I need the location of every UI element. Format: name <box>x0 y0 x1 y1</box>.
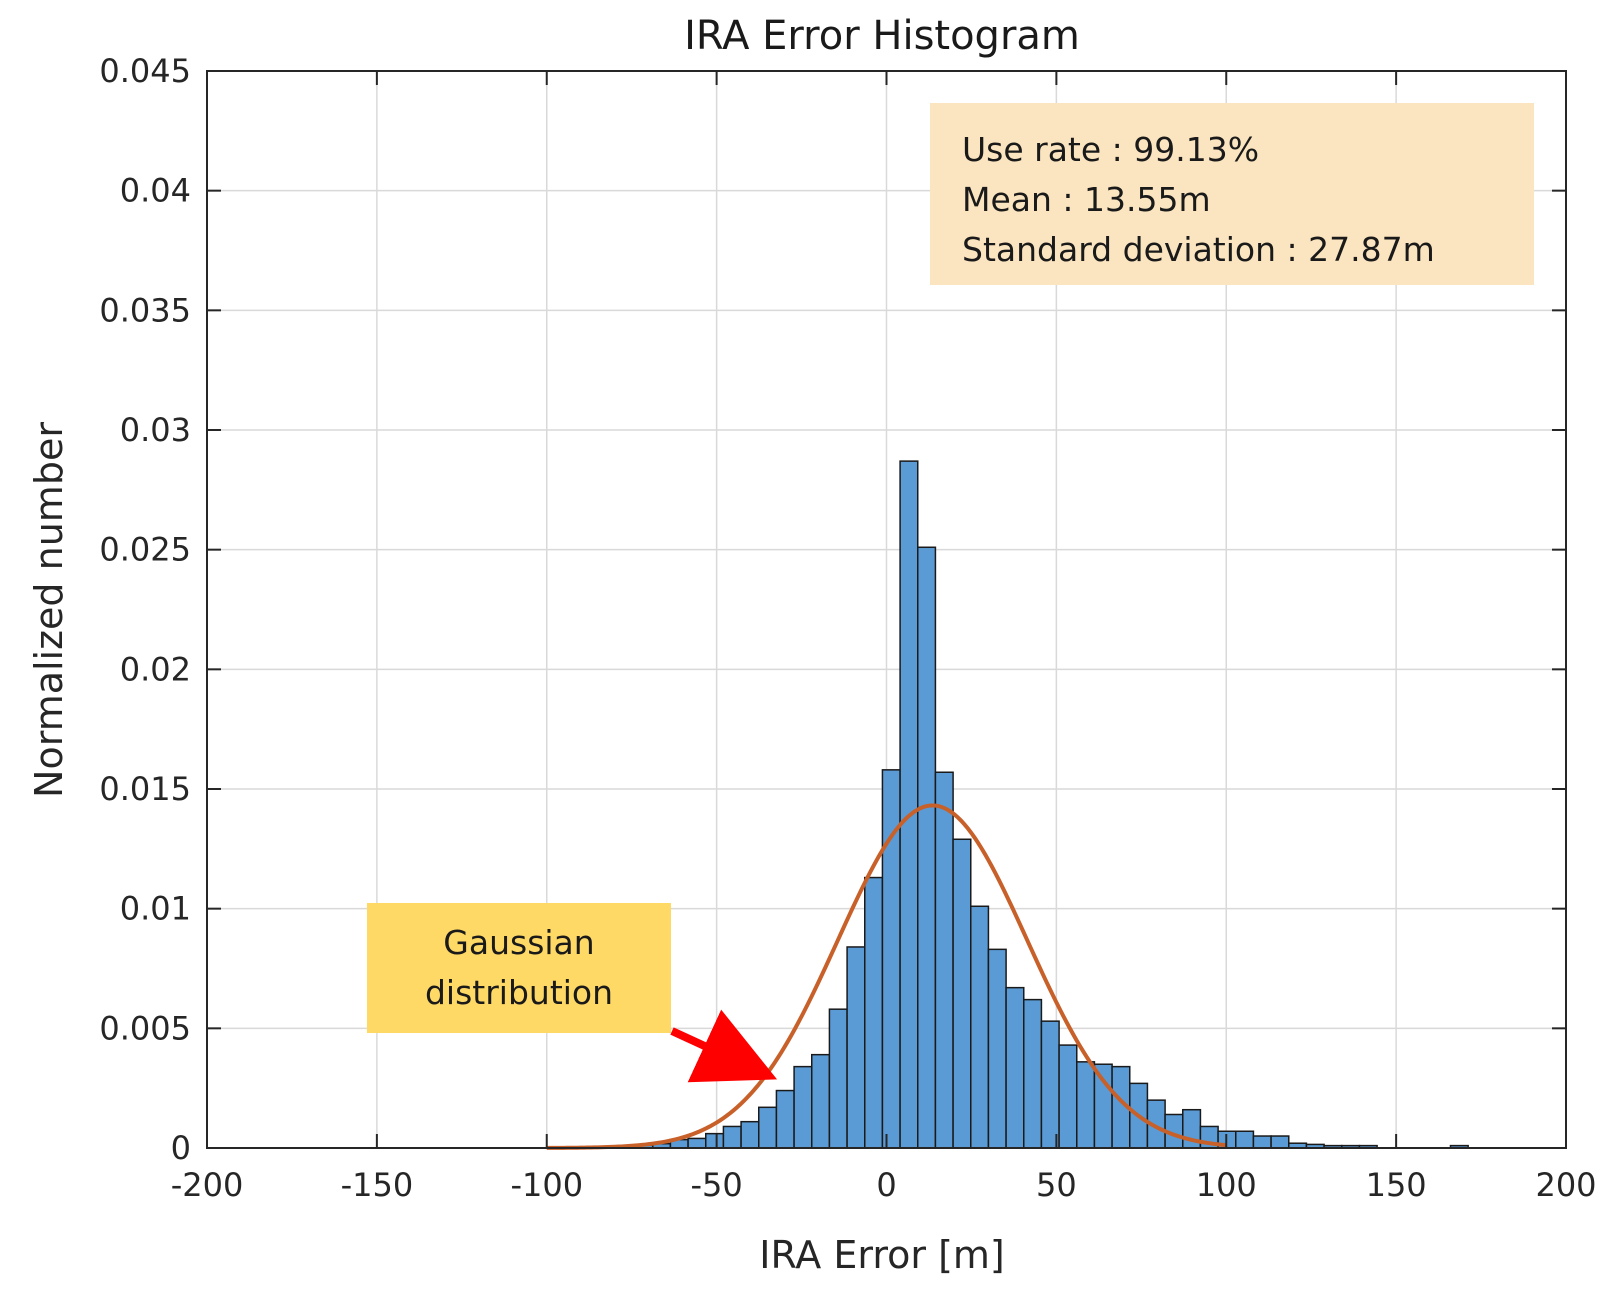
histogram-bar <box>864 876 884 1149</box>
stats-use-rate: Use rate : 99.13% <box>962 130 1260 169</box>
y-tick-label: 0.005 <box>99 1009 191 1047</box>
y-tick-label: 0.045 <box>99 52 191 90</box>
x-tick-label: -150 <box>341 1166 414 1204</box>
histogram-bar <box>934 771 954 1149</box>
histogram-bar <box>1235 1130 1255 1149</box>
x-tick-label: -100 <box>510 1166 583 1204</box>
x-tick-label: 0 <box>876 1166 896 1204</box>
histogram-bar <box>687 1137 707 1149</box>
x-tick-label: 50 <box>1036 1166 1077 1204</box>
gaussian-curve <box>546 803 1227 1150</box>
gaussian-label-line2: distribution <box>424 973 614 1012</box>
x-tick-label: 100 <box>1196 1166 1257 1204</box>
y-tick-label: 0.025 <box>99 531 191 569</box>
histogram-bar <box>1005 986 1025 1149</box>
y-axis-label: Normalized number <box>27 422 71 798</box>
histogram-bar <box>846 946 866 1149</box>
histogram-bar <box>987 948 1007 1149</box>
histogram-bar <box>917 546 937 1149</box>
x-tick-label: -200 <box>171 1166 244 1204</box>
histogram-bar <box>952 838 972 1149</box>
x-axis-label: IRA Error [m] <box>759 1233 1005 1277</box>
y-tick-labels: 0 0.005 0.01 0.015 0.02 0.025 0.03 0.035 0.04 0.0… <box>99 52 191 1167</box>
y-tick-label: 0.04 <box>120 172 191 210</box>
histogram-bar <box>793 1065 813 1149</box>
histogram-bar <box>722 1125 742 1149</box>
histogram-bar <box>1252 1135 1272 1149</box>
y-tick-label: 0 <box>171 1129 191 1167</box>
histogram-bar <box>1270 1135 1290 1149</box>
chart-title: IRA Error Histogram <box>684 13 1080 59</box>
y-tick-label: 0.01 <box>120 890 191 928</box>
x-tick-label: 150 <box>1366 1166 1427 1204</box>
histogram-bar <box>1076 1061 1096 1149</box>
histogram-bar <box>970 905 990 1149</box>
plot-frame <box>206 70 1567 1149</box>
histogram-bar <box>1040 1020 1060 1149</box>
histogram-bar <box>1023 998 1043 1149</box>
y-tick-label: 0.03 <box>120 411 191 449</box>
x-tick-label: -50 <box>690 1166 742 1204</box>
y-tick-label: 0.02 <box>120 650 191 688</box>
gaussian-label-line1: Gaussian <box>443 923 595 962</box>
histogram-bar <box>1093 1063 1113 1149</box>
y-tick-label: 0.015 <box>99 770 191 808</box>
stats-mean: Mean : 13.55m <box>962 180 1211 219</box>
histogram-bar <box>775 1089 795 1149</box>
histogram-bar <box>705 1132 725 1149</box>
gaussian-label-box: Gaussian distribution <box>367 903 671 1033</box>
stats-std: Standard deviation : 27.87m <box>962 230 1435 269</box>
histogram-bar <box>740 1120 760 1149</box>
histogram-bar <box>899 460 919 1149</box>
stats-box: Use rate : 99.13% Mean : 13.55m Standard… <box>930 103 1534 285</box>
histogram-bar <box>811 1053 831 1149</box>
annotation-arrow <box>670 1009 778 1083</box>
x-tick-label: 200 <box>1535 1166 1596 1204</box>
histogram-bar <box>1058 1044 1078 1149</box>
x-tick-labels: -200 -150 -100 -50 0 50 100 150 200 <box>171 1166 1597 1204</box>
y-tick-label: 0.035 <box>99 291 191 329</box>
histogram-bar <box>758 1106 778 1149</box>
histogram-bars <box>546 460 1469 1149</box>
histogram-bar <box>828 1008 848 1149</box>
